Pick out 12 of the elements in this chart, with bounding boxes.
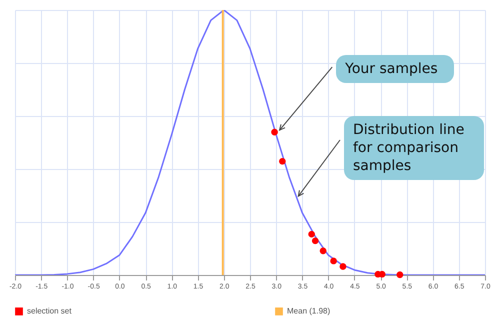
point bbox=[330, 258, 337, 264]
annotation: Your samples bbox=[336, 55, 454, 84]
annotation: Distribution line for comparison samples bbox=[344, 116, 484, 180]
legend-label: Mean (1.98) bbox=[287, 306, 330, 316]
point bbox=[279, 158, 286, 165]
legend-label: selection set bbox=[27, 306, 72, 316]
point bbox=[308, 230, 315, 238]
point bbox=[271, 128, 278, 136]
point bbox=[312, 237, 319, 244]
point bbox=[340, 263, 346, 270]
point bbox=[396, 271, 404, 278]
point bbox=[320, 248, 326, 254]
